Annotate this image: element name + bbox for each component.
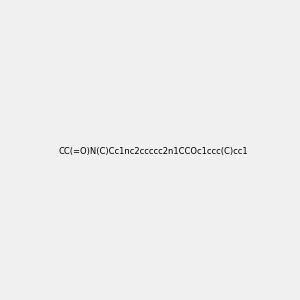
Text: CC(=O)N(C)Cc1nc2ccccc2n1CCOc1ccc(C)cc1: CC(=O)N(C)Cc1nc2ccccc2n1CCOc1ccc(C)cc1 (59, 147, 249, 156)
